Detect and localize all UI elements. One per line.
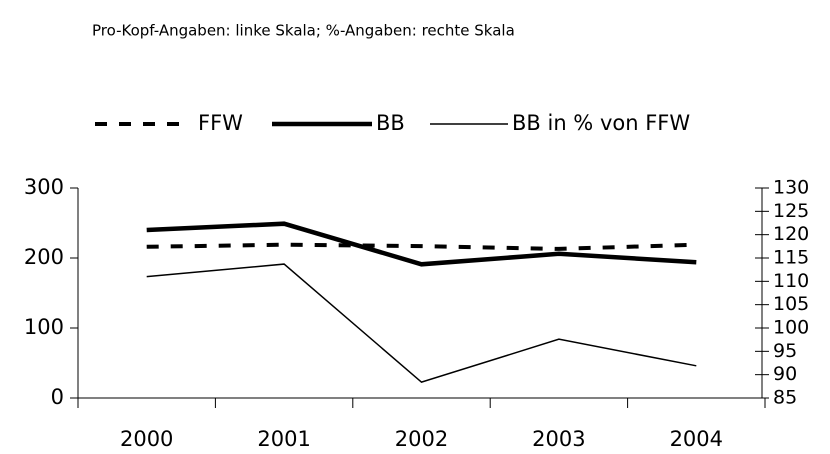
y-tick-label: 0 (51, 385, 64, 409)
y2-tick-label: 90 (773, 363, 797, 385)
x-tick-label: 2000 (120, 427, 173, 451)
x-tick-label: 2003 (532, 427, 585, 451)
chart-subtitle: Pro-Kopf-Angaben: linke Skala; %-Angaben… (92, 22, 515, 40)
y2-tick-label: 110 (773, 270, 809, 292)
series-line (146, 221, 697, 267)
y2-tick-label: 100 (773, 317, 809, 339)
y2-tick-label: 85 (773, 387, 797, 409)
x-tick-label: 2004 (670, 427, 723, 451)
legend-label: BB (376, 111, 405, 135)
y2-tick-label: 115 (773, 247, 809, 269)
y2-tick-label: 120 (773, 223, 809, 245)
y2-tick-label: 130 (773, 177, 809, 199)
x-tick-label: 2002 (395, 427, 448, 451)
legend-label: FFW (198, 111, 243, 135)
y2-tick-label: 125 (773, 200, 809, 222)
y-tick-label: 200 (24, 245, 64, 269)
x-tick-label: 2001 (257, 427, 310, 451)
legend-label: BB in % von FFW (512, 111, 690, 135)
series-line (146, 242, 697, 251)
y-tick-label: 100 (24, 315, 64, 339)
series-line (146, 263, 697, 383)
y-tick-label: 300 (24, 175, 64, 199)
y2-tick-label: 105 (773, 293, 809, 315)
y2-tick-label: 95 (773, 340, 797, 362)
